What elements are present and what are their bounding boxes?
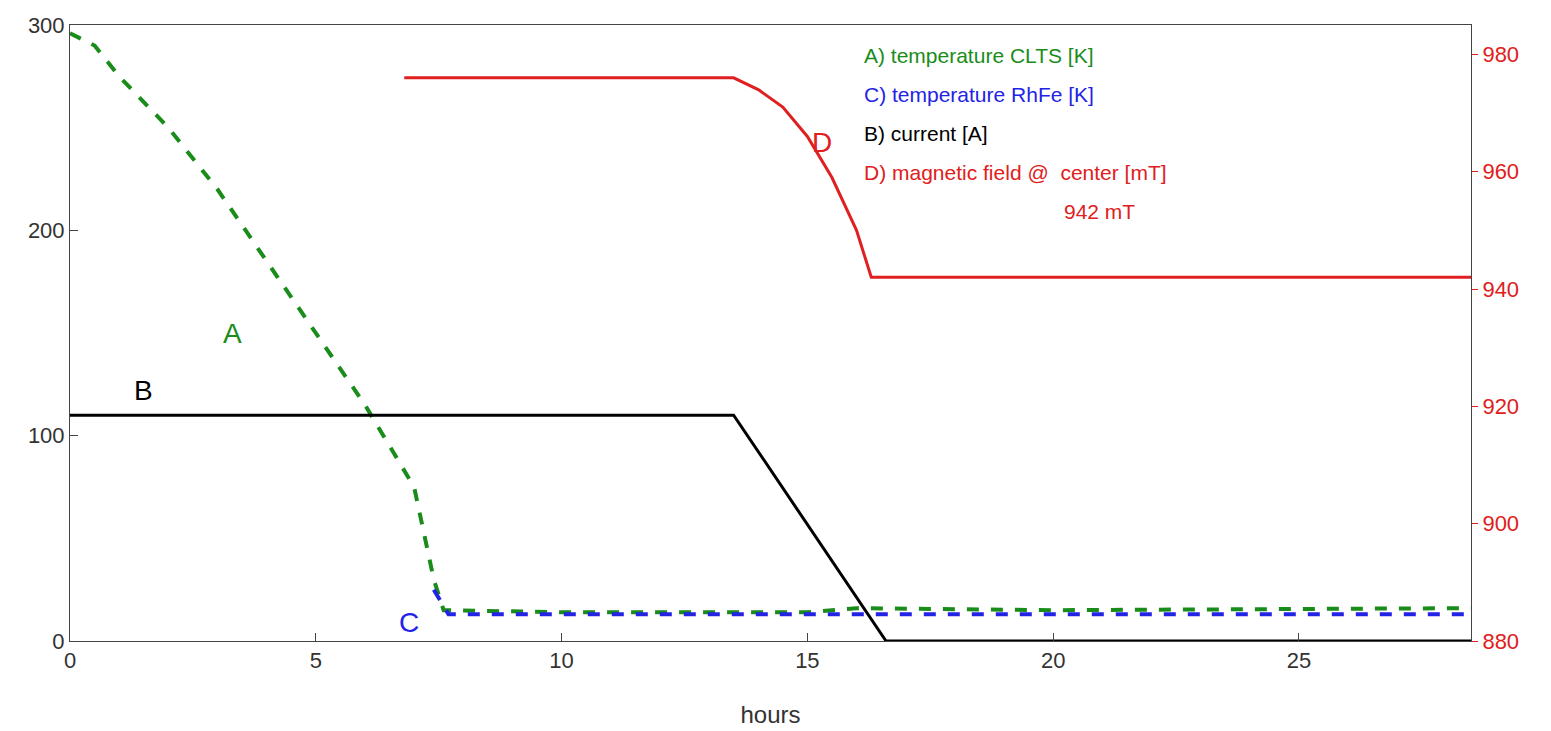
svg-text:5: 5 [310, 648, 322, 673]
svg-text:15: 15 [795, 648, 819, 673]
svg-text:C) temperature RhFe [K]: C) temperature RhFe [K] [864, 83, 1094, 106]
svg-text:B) current [A]: B) current [A] [864, 122, 988, 145]
svg-text:920: 920 [1482, 394, 1519, 419]
svg-text:880: 880 [1482, 629, 1519, 654]
svg-text:200: 200 [28, 218, 65, 243]
svg-text:940: 940 [1482, 277, 1519, 302]
svg-text:900: 900 [1482, 511, 1519, 536]
svg-text:10: 10 [549, 648, 573, 673]
svg-text:20: 20 [1041, 648, 1065, 673]
svg-text:C: C [399, 607, 419, 638]
svg-text:hours: hours [740, 701, 800, 728]
svg-text:0: 0 [52, 629, 64, 654]
svg-text:A: A [223, 318, 242, 349]
svg-text:300: 300 [28, 13, 65, 38]
svg-text:A) temperature CLTS [K]: A) temperature CLTS [K] [864, 44, 1094, 67]
svg-text:980: 980 [1482, 42, 1519, 67]
svg-text:960: 960 [1482, 159, 1519, 184]
svg-text:B: B [134, 375, 153, 406]
svg-text:100: 100 [28, 423, 65, 448]
svg-text:942 mT: 942 mT [1064, 200, 1135, 223]
svg-text:D) magnetic field @ center [m: D) magnetic field @ center [mT] [864, 161, 1167, 184]
svg-text:D: D [812, 127, 832, 158]
svg-text:0: 0 [64, 648, 76, 673]
svg-text:25: 25 [1287, 648, 1311, 673]
